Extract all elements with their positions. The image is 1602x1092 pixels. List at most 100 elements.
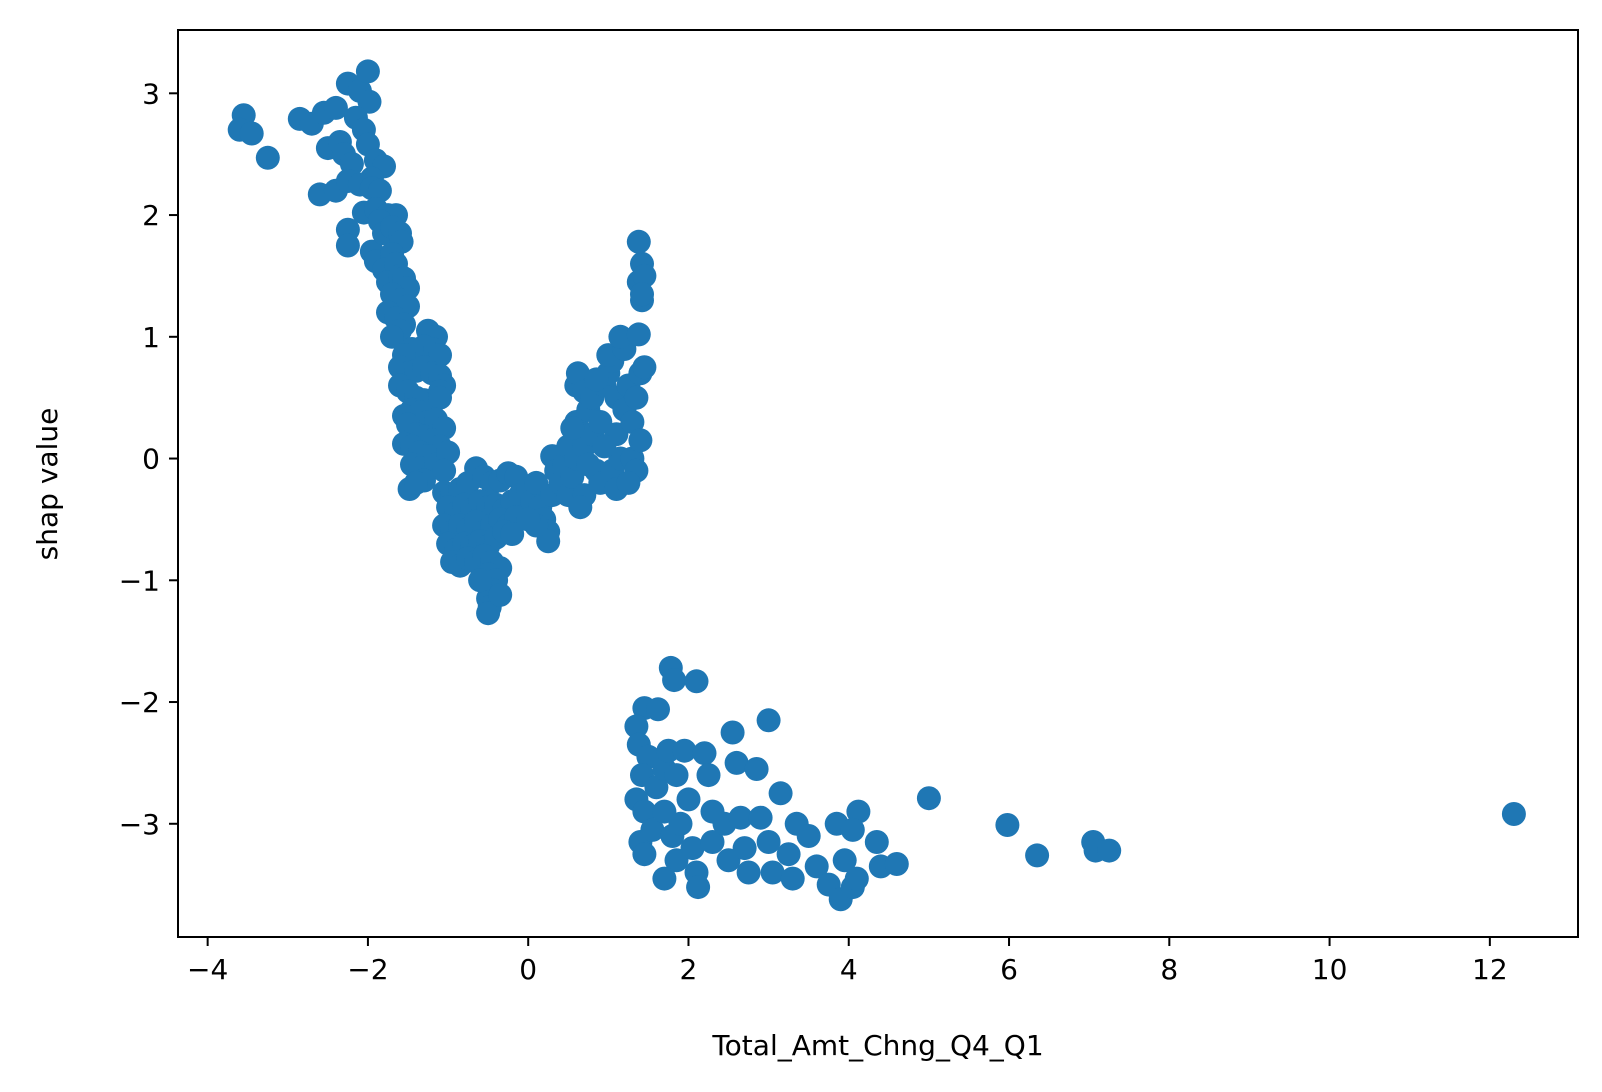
data-point (692, 741, 717, 766)
data-point (620, 410, 645, 434)
data-point (686, 875, 711, 900)
data-point (844, 866, 869, 891)
data-point (632, 799, 657, 824)
data-point (630, 282, 654, 307)
data-point (1025, 843, 1050, 868)
data-point (632, 842, 657, 867)
data-point (832, 848, 857, 873)
y-axis-label: shap value (31, 408, 64, 561)
data-point (780, 866, 805, 891)
data-point (476, 601, 501, 626)
data-point (668, 811, 693, 836)
data-point (568, 495, 593, 520)
x-tick-label: −4 (187, 953, 228, 986)
data-point (756, 830, 781, 854)
data-point (916, 786, 941, 811)
y-tick-label: 0 (142, 443, 160, 476)
data-point (662, 668, 687, 693)
data-point (584, 367, 609, 392)
data-point (732, 836, 757, 861)
data-point (560, 416, 585, 441)
data-point (576, 452, 601, 477)
data-point (1501, 802, 1526, 826)
data-point (404, 470, 428, 495)
data-point (592, 434, 617, 459)
data-point (864, 830, 889, 854)
data-point (884, 852, 909, 876)
data-point (500, 522, 525, 546)
data-point (608, 324, 633, 349)
data-point (995, 813, 1020, 837)
data-point (760, 860, 785, 885)
y-tick-label: 3 (142, 77, 160, 110)
data-point (748, 805, 773, 830)
data-point (516, 507, 541, 532)
data-point (846, 799, 871, 824)
data-point (804, 854, 829, 879)
x-tick-label: 8 (1160, 953, 1178, 986)
data-point (436, 440, 461, 465)
data-point (724, 750, 749, 775)
data-point (239, 121, 264, 146)
data-point (626, 322, 651, 347)
x-tick-label: 10 (1312, 953, 1348, 986)
y-tick-label: −3 (119, 808, 160, 841)
data-point (357, 89, 382, 114)
data-point (676, 787, 701, 812)
x-tick-label: −2 (347, 953, 388, 986)
data-point (626, 229, 651, 254)
y-axis: −3 −2 −1 0 1 2 3 (119, 77, 178, 841)
x-axis: −4 −2 0 2 4 6 8 10 12 (187, 937, 1508, 986)
data-point (796, 824, 821, 848)
y-tick-label: 2 (142, 199, 160, 232)
data-point (696, 763, 721, 788)
data-point (646, 697, 670, 722)
y-tick-label: −1 (119, 564, 160, 597)
data-point (335, 233, 360, 258)
y-tick-label: 1 (142, 321, 160, 354)
data-point (756, 708, 781, 733)
x-tick-label: 2 (680, 953, 698, 986)
data-point (432, 458, 457, 483)
data-point (468, 568, 493, 593)
data-point (840, 817, 865, 842)
data-point (255, 145, 280, 170)
data-point (488, 582, 513, 607)
data-point (644, 775, 669, 800)
data-point (624, 714, 649, 739)
data-point (744, 757, 769, 781)
data-point (367, 178, 392, 203)
x-tick-label: 6 (1000, 953, 1018, 986)
data-point (632, 263, 657, 288)
data-point (624, 385, 649, 410)
data-point (684, 669, 709, 694)
x-axis-label: Total_Amt_Chng_Q4_Q1 (711, 1029, 1043, 1062)
x-tick-label: 0 (519, 953, 537, 986)
plot-frame (177, 29, 1579, 938)
x-tick-label: 4 (840, 953, 858, 986)
data-point (652, 866, 677, 891)
data-point (355, 59, 380, 84)
data-point (728, 805, 753, 830)
data-point (664, 763, 689, 788)
data-point (1097, 838, 1122, 863)
data-point (616, 470, 641, 495)
data-point (720, 720, 745, 745)
x-tick-label: 12 (1472, 953, 1508, 986)
data-point (700, 830, 725, 854)
data-point (736, 860, 761, 885)
data-point (776, 842, 801, 867)
data-point (768, 781, 793, 806)
data-point (672, 738, 697, 763)
data-point (428, 385, 452, 410)
data-point (640, 817, 665, 842)
data-point (323, 95, 348, 120)
data-point (380, 324, 404, 349)
data-point (628, 428, 653, 453)
y-tick-label: −2 (119, 686, 160, 719)
data-point (680, 836, 705, 861)
data-point (632, 355, 657, 380)
data-point (565, 361, 590, 386)
